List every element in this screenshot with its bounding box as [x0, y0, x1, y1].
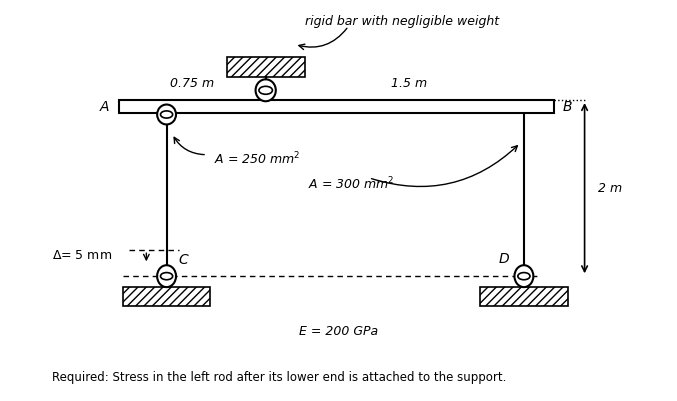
Text: $A$ = 300 mm$^2$: $A$ = 300 mm$^2$: [308, 176, 395, 192]
Ellipse shape: [157, 265, 176, 287]
Text: 1.5 m: 1.5 m: [391, 77, 427, 90]
Text: $\Delta$= 5 mm: $\Delta$= 5 mm: [53, 249, 112, 262]
Bar: [123, 287, 211, 306]
Text: rigid bar with negligible weight: rigid bar with negligible weight: [305, 15, 500, 28]
Text: C: C: [179, 253, 188, 267]
Ellipse shape: [157, 105, 176, 124]
Text: 2 m: 2 m: [598, 182, 622, 194]
Bar: [119, 100, 554, 113]
Text: A: A: [100, 99, 109, 113]
Text: Required: Stress in the left rod after its lower end is attached to the support.: Required: Stress in the left rod after i…: [52, 371, 506, 384]
Text: B: B: [563, 99, 572, 113]
Circle shape: [518, 273, 530, 280]
Text: D: D: [498, 253, 509, 266]
Circle shape: [160, 111, 173, 118]
Ellipse shape: [515, 265, 533, 287]
Bar: [227, 57, 305, 77]
Bar: [480, 287, 568, 306]
Circle shape: [160, 273, 173, 280]
Ellipse shape: [256, 79, 276, 101]
Text: $A$ = 250 mm$^2$: $A$ = 250 mm$^2$: [214, 150, 301, 167]
Circle shape: [259, 86, 272, 94]
Text: E = 200 GPa: E = 200 GPa: [299, 325, 378, 338]
Text: 0.75 m: 0.75 m: [170, 77, 214, 90]
